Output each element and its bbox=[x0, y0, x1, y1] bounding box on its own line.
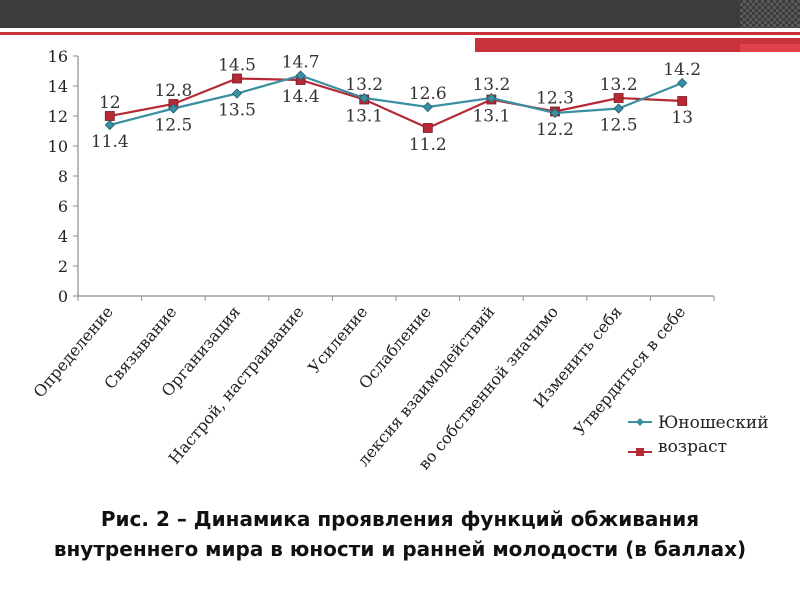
series-2-point bbox=[422, 123, 433, 133]
y-tick-label: 2 bbox=[58, 257, 68, 276]
data-label: 13.1 bbox=[472, 107, 510, 127]
data-label: 14.2 bbox=[663, 60, 701, 80]
series-2-point bbox=[613, 93, 624, 103]
data-label: 12.5 bbox=[600, 116, 638, 136]
series-1-point bbox=[359, 92, 370, 104]
series-2-line bbox=[109, 77, 683, 130]
data-label: 13.2 bbox=[600, 75, 638, 95]
series-2-point bbox=[232, 73, 242, 84]
y-tick-label: 0 bbox=[58, 287, 68, 306]
data-label: 13.2 bbox=[345, 75, 383, 95]
y-tick-label: 4 bbox=[58, 227, 68, 246]
series-1-point bbox=[613, 103, 624, 114]
data-label: 12.3 bbox=[536, 89, 574, 109]
legend-series-1-marker bbox=[636, 418, 644, 426]
series-1-point bbox=[104, 119, 115, 131]
y-tick-label: 16 bbox=[48, 47, 68, 66]
red-accent-block-inner bbox=[740, 44, 800, 52]
data-label: 13 bbox=[671, 108, 693, 128]
x-category-label: Настрой, настраивание bbox=[165, 302, 308, 467]
x-category-label: Усиление bbox=[304, 302, 371, 377]
caption-line-2: внутреннего мира в юности и ранней молод… bbox=[53, 537, 747, 561]
data-label: 14.5 bbox=[218, 56, 256, 76]
y-tick-label: 6 bbox=[58, 197, 68, 216]
series-1-line bbox=[109, 74, 683, 127]
data-label: 13.2 bbox=[472, 75, 510, 95]
series-2-point bbox=[677, 96, 688, 106]
top-bar-pattern bbox=[740, 0, 800, 28]
top-bar bbox=[0, 0, 800, 28]
series-1-point bbox=[486, 92, 497, 104]
data-label: 12.2 bbox=[536, 120, 574, 140]
series-1-point bbox=[231, 88, 243, 99]
y-axis-ticks: 0 2 4 6 8 10 12 14 16 bbox=[48, 47, 78, 306]
series-1-point bbox=[168, 103, 179, 114]
x-axis-category-labels: ОпределениеСвязываниеОрганизацияНастрой,… bbox=[30, 302, 690, 473]
red-divider-line bbox=[0, 32, 800, 35]
y-tick-label: 10 bbox=[48, 137, 68, 156]
data-label: 13.5 bbox=[218, 101, 256, 121]
x-category-label: Определение bbox=[30, 302, 117, 401]
data-label: 12.8 bbox=[154, 81, 192, 101]
figure-caption: Рис. 2 – Динамика проявления функций обж… bbox=[0, 504, 800, 564]
data-label: 12 bbox=[99, 93, 121, 113]
y-tick-label: 8 bbox=[58, 167, 68, 186]
data-label: 12.5 bbox=[154, 116, 192, 136]
data-label: 13.1 bbox=[345, 107, 383, 127]
data-labels: 12 11.4 12.8 12.5 14.5 13.5 14.7 14.4 13.2 13.1 12… bbox=[91, 53, 701, 156]
line-chart: 0 2 4 6 8 10 12 14 16 ОпределениеСвязываниеОрган… bbox=[30, 47, 769, 473]
caption-line-1: Рис. 2 – Динамика проявления функций обж… bbox=[100, 507, 700, 531]
data-label: 11.2 bbox=[409, 135, 447, 155]
legend-series-2-marker bbox=[636, 448, 644, 456]
y-tick-label: 14 bbox=[48, 77, 68, 96]
data-label: 14.7 bbox=[282, 53, 320, 73]
series-1-point bbox=[549, 107, 561, 119]
data-label: 11.4 bbox=[91, 132, 129, 152]
y-tick-label: 12 bbox=[48, 107, 68, 126]
series-1-point bbox=[295, 70, 306, 81]
data-label: 14.4 bbox=[282, 87, 320, 107]
series-1-point bbox=[422, 101, 433, 113]
series-1 bbox=[104, 70, 688, 131]
chart-legend: Юношеский возраст bbox=[628, 413, 769, 457]
legend-label-line-1: Юношеский bbox=[658, 413, 769, 433]
series-1-point bbox=[677, 77, 688, 89]
legend-label-line-2: возраст bbox=[658, 437, 727, 457]
red-accent-block bbox=[475, 38, 800, 52]
data-label: 12.6 bbox=[409, 84, 447, 104]
